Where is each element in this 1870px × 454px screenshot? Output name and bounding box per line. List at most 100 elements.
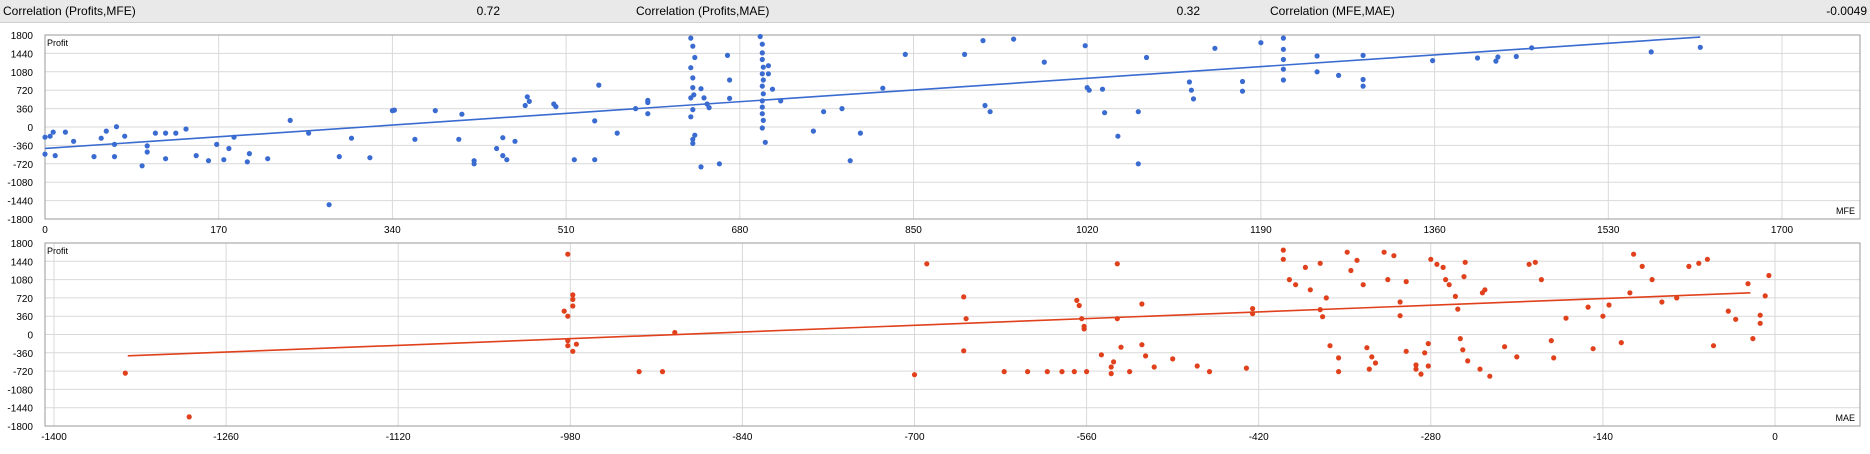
mfe-data-point bbox=[265, 156, 271, 162]
x-tick-label: -700 bbox=[904, 432, 924, 443]
mfe-data-point bbox=[52, 153, 58, 159]
mfe-data-point bbox=[759, 41, 765, 47]
y-tick-label: -1800 bbox=[7, 215, 33, 226]
mae-data-point bbox=[1502, 344, 1508, 350]
mfe-data-point bbox=[759, 104, 765, 110]
mae-data-point bbox=[1514, 354, 1520, 360]
mfe-data-point bbox=[698, 86, 704, 92]
mae-data-point bbox=[1302, 264, 1308, 270]
mae-data-point bbox=[1170, 356, 1176, 362]
mfe-data-point bbox=[1190, 96, 1197, 102]
mfe-data-point bbox=[144, 149, 150, 155]
x-tick-label: 1530 bbox=[1597, 225, 1620, 236]
mfe-data-point bbox=[326, 202, 332, 208]
mfe-data-point bbox=[287, 117, 293, 123]
y-tick-label: 1440 bbox=[11, 49, 34, 60]
mae-data-point bbox=[1757, 320, 1763, 326]
mae-data-point bbox=[1111, 359, 1117, 365]
mfe-data-point bbox=[111, 154, 118, 160]
mae-data-point bbox=[565, 313, 571, 319]
mae-data-point bbox=[1606, 302, 1612, 308]
mae-data-point bbox=[565, 251, 571, 257]
mfe-data-point bbox=[688, 95, 694, 101]
mae-data-point bbox=[1127, 369, 1133, 375]
y-tick-label: 360 bbox=[16, 105, 33, 116]
mfe-data-point bbox=[163, 156, 169, 162]
mae-data-point bbox=[1461, 274, 1467, 280]
mfe-data-point bbox=[1360, 83, 1366, 89]
mae-data-point bbox=[1465, 358, 1471, 364]
mae-data-point bbox=[1320, 314, 1326, 320]
mfe-data-point bbox=[1135, 161, 1141, 167]
mfe-data-point bbox=[348, 135, 355, 141]
mae-data-point bbox=[1704, 256, 1710, 262]
mae-data-point bbox=[1649, 277, 1655, 283]
mfe-data-point bbox=[760, 64, 766, 70]
y-axis-label: Profit bbox=[47, 246, 69, 256]
y-tick-label: 0 bbox=[27, 331, 33, 342]
mfe-data-point bbox=[553, 104, 559, 110]
mae-trendline bbox=[127, 292, 1751, 357]
x-tick-label: 1190 bbox=[1250, 225, 1272, 236]
mfe-data-point bbox=[688, 35, 694, 41]
mfe-data-point bbox=[62, 129, 68, 135]
mfe-profit-scatter-chart: 1800 1440 1080 720 360 0 -360 -720 -1080 -1440 -18… bbox=[7, 31, 1861, 236]
x-tick-label: -1400 bbox=[41, 432, 67, 443]
x-axis-label: MFE bbox=[1836, 206, 1855, 216]
y-tick-label: -360 bbox=[13, 349, 33, 360]
mfe-data-point bbox=[1188, 87, 1194, 93]
mfe-data-point bbox=[724, 52, 731, 58]
mae-data-point bbox=[1532, 259, 1538, 265]
mfe-data-point bbox=[522, 102, 528, 109]
mfe-data-point bbox=[690, 43, 696, 49]
mae-data-point bbox=[1307, 287, 1313, 293]
mae-data-point bbox=[1293, 282, 1299, 288]
mfe-data-point bbox=[762, 139, 768, 145]
mae-data-point bbox=[1108, 371, 1114, 377]
x-tick-label: 1020 bbox=[1076, 225, 1099, 236]
mae-data-point bbox=[570, 292, 576, 298]
mae-data-point bbox=[1659, 299, 1665, 305]
mae-data-point bbox=[1440, 264, 1446, 270]
x-tick-label: -1260 bbox=[213, 432, 239, 443]
mfe-data-point bbox=[1239, 78, 1246, 85]
mfe-data-point bbox=[471, 158, 477, 164]
mfe-data-point bbox=[759, 83, 765, 89]
mfe-data-point bbox=[1086, 87, 1092, 93]
mae-data-point bbox=[565, 343, 571, 349]
y-tick-label: -360 bbox=[13, 141, 33, 152]
mfe-data-point bbox=[459, 111, 465, 117]
y-tick-label: 0 bbox=[27, 123, 33, 134]
mae-data-point bbox=[1286, 277, 1292, 283]
mfe-data-point bbox=[524, 94, 530, 100]
mfe-data-point bbox=[692, 132, 698, 138]
mae-data-point bbox=[1757, 312, 1763, 318]
mae-data-point bbox=[1391, 253, 1397, 259]
mfe-data-point bbox=[769, 86, 776, 92]
x-tick-label: 510 bbox=[558, 225, 575, 236]
mfe-data-point bbox=[727, 77, 733, 83]
y-tick-label: 1080 bbox=[11, 276, 34, 287]
mae-data-point bbox=[1098, 352, 1104, 358]
stat-value-mfe-mae: -0.0049 bbox=[1826, 4, 1867, 18]
mae-data-point bbox=[1372, 360, 1379, 366]
mfe-data-point bbox=[336, 154, 342, 160]
mfe-data-point bbox=[821, 109, 827, 115]
mae-data-point bbox=[1413, 366, 1419, 372]
mae-data-point bbox=[1422, 350, 1428, 356]
mfe-data-point bbox=[42, 151, 48, 157]
mfe-data-point bbox=[221, 157, 227, 163]
mae-data-point bbox=[1366, 366, 1372, 372]
mfe-data-point bbox=[1493, 58, 1499, 64]
mfe-data-point bbox=[880, 85, 886, 91]
mfe-data-point bbox=[1314, 69, 1320, 75]
mfe-data-point bbox=[645, 111, 651, 117]
mae-data-point bbox=[1114, 261, 1120, 267]
mae-data-point bbox=[1074, 297, 1080, 303]
mfe-data-point bbox=[759, 50, 765, 56]
mfe-data-point bbox=[1697, 44, 1703, 50]
mfe-data-point bbox=[760, 91, 766, 97]
mfe-data-point bbox=[810, 128, 817, 134]
mae-data-point bbox=[1452, 293, 1458, 299]
x-tick-label: -560 bbox=[1077, 432, 1097, 443]
